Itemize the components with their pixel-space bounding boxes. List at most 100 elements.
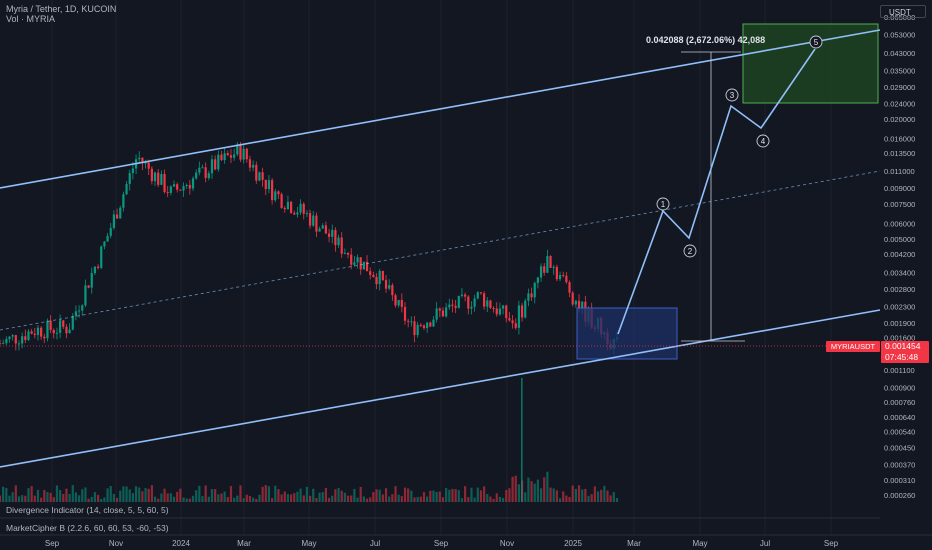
price-tick-label: 0.035000: [884, 67, 915, 76]
volume-bar: [258, 494, 261, 502]
volume-bar: [565, 495, 568, 502]
candle: [353, 256, 356, 267]
price-tick-label: 0.029000: [884, 83, 915, 92]
candle: [201, 164, 204, 169]
volume-bar: [188, 498, 191, 502]
volume-bar: [96, 494, 100, 502]
volume-bar: [122, 486, 125, 502]
volume-bar: [153, 496, 157, 502]
candle: [125, 181, 128, 196]
channel-lower-line[interactable]: [0, 309, 881, 468]
channel-upper-line[interactable]: [0, 29, 881, 189]
volume-bar: [33, 495, 36, 502]
price-tick-label: 0.009000: [884, 184, 915, 193]
candle: [565, 272, 568, 284]
quote-currency-badge[interactable]: USDT: [880, 5, 926, 18]
price-tick-label: 0.004200: [884, 250, 915, 259]
candle: [520, 303, 524, 322]
volume-bar: [492, 498, 495, 502]
candle: [65, 324, 68, 339]
candle: [106, 233, 109, 242]
candle: [14, 334, 17, 351]
candle: [454, 299, 457, 314]
candle: [384, 274, 388, 293]
volume-bar: [435, 491, 438, 502]
price-tick-label: 0.003400: [884, 268, 915, 277]
volume-bar: [195, 490, 198, 502]
volume-bar: [350, 495, 353, 502]
wave-label-2[interactable]: 2: [683, 244, 697, 258]
wave-label-5[interactable]: 5: [809, 35, 823, 49]
candle: [527, 288, 530, 307]
candle: [359, 257, 362, 275]
volume-bar: [318, 492, 321, 502]
volume-bar: [454, 489, 457, 502]
volume-bar: [11, 492, 14, 502]
candle: [229, 149, 233, 164]
wave-label-4[interactable]: 4: [756, 134, 770, 148]
time-tick-label: Jul: [370, 539, 380, 548]
volume-bar: [84, 487, 87, 502]
time-tick-label: Mar: [627, 539, 641, 548]
volume-bar: [600, 489, 603, 502]
candle: [391, 283, 394, 301]
candle: [223, 148, 226, 164]
candle: [59, 314, 62, 339]
price-tick-label: 0.001900: [884, 319, 915, 328]
elliott-wave-projection[interactable]: [617, 48, 816, 335]
candle: [242, 144, 245, 164]
price-tick-label: 0.000540: [884, 428, 915, 437]
candle: [286, 195, 290, 210]
volume-bar: [539, 488, 543, 502]
target-zone-box[interactable]: [742, 23, 879, 104]
candle: [476, 291, 479, 300]
volume-bar: [14, 485, 17, 502]
accumulation-zone-box[interactable]: [576, 307, 678, 360]
candle: [153, 171, 157, 186]
candle: [182, 182, 185, 198]
candle: [346, 252, 350, 259]
candle: [103, 241, 106, 250]
volume-bar: [369, 497, 372, 502]
wave-label-1[interactable]: 1: [656, 197, 670, 211]
volume-bar: [90, 496, 93, 502]
candle: [179, 189, 182, 191]
candle: [327, 228, 331, 243]
volume-bar: [365, 498, 369, 502]
candle: [568, 280, 571, 298]
volume-bar: [302, 495, 305, 502]
last-price-badge[interactable]: 0.001454 07:45:48: [881, 341, 929, 363]
candle: [68, 323, 71, 334]
volume-bar: [93, 492, 97, 502]
candle: [96, 264, 100, 270]
candle: [312, 210, 315, 228]
volume-bar: [489, 496, 492, 502]
candle: [245, 147, 248, 163]
volume-bar: [331, 495, 334, 502]
candle: [422, 324, 426, 330]
volume-bar: [191, 495, 195, 502]
candle: [210, 155, 214, 179]
candle: [157, 169, 160, 188]
volume-bar: [558, 498, 562, 502]
volume-bar: [43, 489, 46, 502]
candle: [93, 266, 97, 276]
volume-bar: [416, 496, 419, 502]
volume-bar: [536, 479, 539, 502]
divergence-indicator-label[interactable]: Divergence Indicator (14, close, 5, 5, 6…: [6, 505, 169, 515]
volume-bar: [46, 492, 49, 502]
volume-bar: [473, 497, 476, 502]
volume-bar: [448, 489, 451, 502]
candle: [100, 245, 103, 270]
marketcipher-indicator-label[interactable]: MarketCipher B (2.2.6, 60, 60, 53, -60, …: [6, 523, 169, 533]
volume-bar: [552, 488, 555, 502]
candle: [293, 210, 296, 216]
channel-mid-line[interactable]: [0, 170, 881, 331]
candle: [90, 267, 93, 294]
volume-bar: [166, 493, 169, 502]
candle: [571, 291, 574, 307]
wave-label-3[interactable]: 3: [725, 88, 739, 102]
candle: [8, 336, 11, 343]
price-axis-panel[interactable]: [880, 0, 932, 535]
